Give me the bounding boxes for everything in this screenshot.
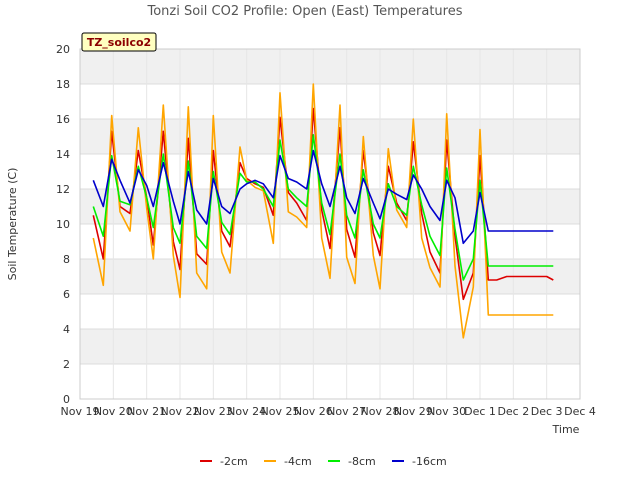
site-tag: TZ_soilco2 [81, 32, 157, 52]
chart-title: Tonzi Soil CO2 Profile: Open (East) Temp… [146, 4, 462, 19]
band [80, 84, 580, 119]
legend-entry: -2cm [220, 455, 248, 468]
x-tick-label: Nov 25 [261, 405, 300, 418]
series-line-8cm [92, 134, 554, 281]
series-line-4cm [92, 83, 554, 339]
y-tick-label: 2 [63, 358, 70, 371]
x-tick-label: Nov 22 [161, 405, 200, 418]
band [80, 329, 580, 364]
band [80, 49, 580, 84]
site-tag-label: TZ_soilco2 [87, 36, 151, 49]
x-tick-label: Dec 1 [464, 405, 496, 418]
y-axis-ticks: 0 2 4 6 8 10 12 14 16 18 20 [56, 43, 70, 406]
band [80, 154, 580, 189]
band [80, 294, 580, 329]
x-tick-label: Nov 24 [227, 405, 266, 418]
x-tick-label: Nov 29 [394, 405, 433, 418]
x-tick-label: Nov 27 [327, 405, 366, 418]
x-tick-label: Dec 4 [564, 405, 596, 418]
y-tick-label: 4 [63, 323, 70, 336]
legend-entry: -16cm [412, 455, 447, 468]
y-tick-label: 0 [63, 393, 70, 406]
legend-entry: -4cm [284, 455, 312, 468]
x-tick-label: Nov 19 [61, 405, 100, 418]
x-tick-label: Nov 28 [361, 405, 400, 418]
series-lines [92, 83, 554, 339]
y-tick-label: 6 [63, 288, 70, 301]
series-line-2cm [92, 107, 554, 301]
x-tick-label: Nov 21 [127, 405, 166, 418]
y-tick-label: 14 [56, 148, 70, 161]
x-tick-label: Nov 23 [194, 405, 233, 418]
y-tick-label: 10 [56, 218, 70, 231]
y-tick-label: 18 [56, 78, 70, 91]
legend: -2cm -4cm -8cm -16cm [200, 455, 447, 468]
y-axis-label: Soil Temperature (C) [6, 168, 19, 281]
y-tick-label: 16 [56, 113, 70, 126]
series-line-16cm [92, 149, 554, 245]
x-tick-label: Nov 30 [427, 405, 466, 418]
y-tick-label: 20 [56, 43, 70, 56]
x-axis-label: Time [552, 423, 580, 436]
x-tick-label: Dec 3 [531, 405, 563, 418]
y-tick-label: 12 [56, 183, 70, 196]
x-tick-label: Dec 2 [497, 405, 529, 418]
x-tick-label: Nov 20 [94, 405, 133, 418]
x-tick-label: Nov 26 [294, 405, 333, 418]
band [80, 364, 580, 399]
band [80, 119, 580, 154]
legend-entry: -8cm [348, 455, 376, 468]
y-tick-label: 8 [63, 253, 70, 266]
plot-frame [79, 48, 581, 400]
